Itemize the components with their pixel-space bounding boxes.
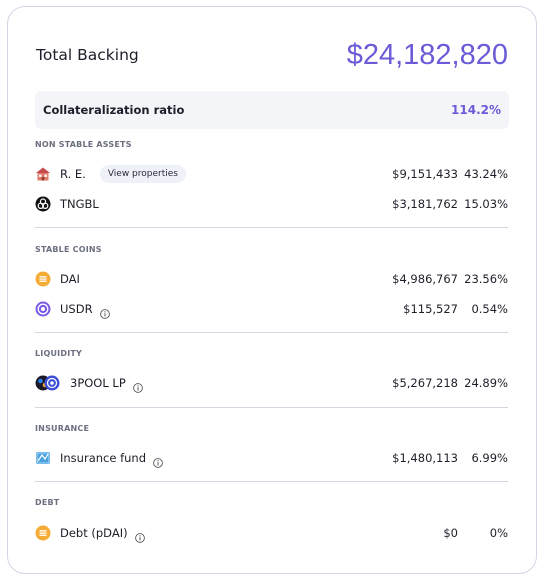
asset-name: Insurance fund xyxy=(60,451,147,465)
section-title-insurance: INSURANCE xyxy=(35,424,90,433)
dai-coin-icon xyxy=(35,271,51,287)
backing-header: Total Backing $24,182,820 xyxy=(36,35,508,75)
asset-percentage: 15.03% xyxy=(464,197,508,211)
asset-amount: $0 xyxy=(443,526,458,540)
section-title-non-stable-assets: NON STABLE ASSETS xyxy=(35,140,132,149)
section-divider xyxy=(35,227,508,228)
house-icon xyxy=(35,166,51,182)
asset-percentage: 0.54% xyxy=(471,302,508,316)
asset-name: TNGBL xyxy=(60,197,99,211)
section-title-liquidity: LIQUIDITY xyxy=(35,349,83,358)
asset-percentage: 0% xyxy=(489,526,508,540)
asset-row-insurance-fund: Insurance fund $1,480,113 6.99% xyxy=(35,447,508,469)
pdai-coin-icon xyxy=(35,525,51,541)
asset-amount: $1,480,113 xyxy=(392,451,458,465)
total-backing-label: Total Backing xyxy=(36,46,139,64)
asset-percentage: 24.89% xyxy=(464,376,508,390)
asset-amount: $9,151,433 xyxy=(392,167,458,181)
section-divider xyxy=(35,407,508,408)
total-backing-value: $24,182,820 xyxy=(346,38,508,71)
asset-name: DAI xyxy=(60,272,80,286)
insurance-fund-icon xyxy=(35,450,51,466)
section-divider xyxy=(35,481,508,482)
section-divider xyxy=(35,332,508,333)
asset-row-tngbl: TNGBL $3,181,762 15.03% xyxy=(35,193,508,215)
asset-row-3pool-lp: 3POOL LP $5,267,218 24.89% xyxy=(35,372,508,394)
collateralization-ratio-row: Collateralization ratio 114.2% xyxy=(35,91,509,129)
asset-percentage: 43.24% xyxy=(464,167,508,181)
asset-row-dai: DAI $4,986,767 23.56% xyxy=(35,268,508,290)
asset-name: USDR xyxy=(60,302,93,316)
asset-amount: $5,267,218 xyxy=(392,376,458,390)
info-icon[interactable] xyxy=(134,528,145,543)
info-icon[interactable] xyxy=(99,304,110,319)
view-properties-button[interactable]: View properties xyxy=(99,165,186,183)
asset-row-debt-pdai: Debt (pDAI) $0 0% xyxy=(35,522,508,544)
section-title-debt: DEBT xyxy=(35,498,60,507)
3pool-lp-icon xyxy=(35,375,61,391)
collateralization-ratio-label: Collateralization ratio xyxy=(43,103,185,117)
asset-name: 3POOL LP xyxy=(70,376,126,390)
info-icon[interactable] xyxy=(132,378,143,393)
tngbl-logo-icon xyxy=(35,196,51,212)
asset-percentage: 6.99% xyxy=(471,451,508,465)
info-icon[interactable] xyxy=(153,453,163,468)
asset-amount: $4,986,767 xyxy=(392,272,458,286)
asset-row-re: R. E. View properties $9,151,433 43.24% xyxy=(35,163,508,185)
asset-name: R. E. xyxy=(60,167,86,181)
asset-amount: $115,527 xyxy=(403,302,458,316)
asset-percentage: 23.56% xyxy=(464,272,508,286)
section-title-stable-coins: STABLE COINS xyxy=(35,245,102,254)
collateralization-ratio-value: 114.2% xyxy=(451,103,501,117)
usdr-coin-icon xyxy=(35,301,51,317)
asset-name: Debt (pDAI) xyxy=(60,526,128,540)
backing-card: Total Backing $24,182,820 Collateralizat… xyxy=(7,6,537,574)
asset-amount: $3,181,762 xyxy=(392,197,458,211)
asset-row-usdr: USDR $115,527 0.54% xyxy=(35,298,508,320)
